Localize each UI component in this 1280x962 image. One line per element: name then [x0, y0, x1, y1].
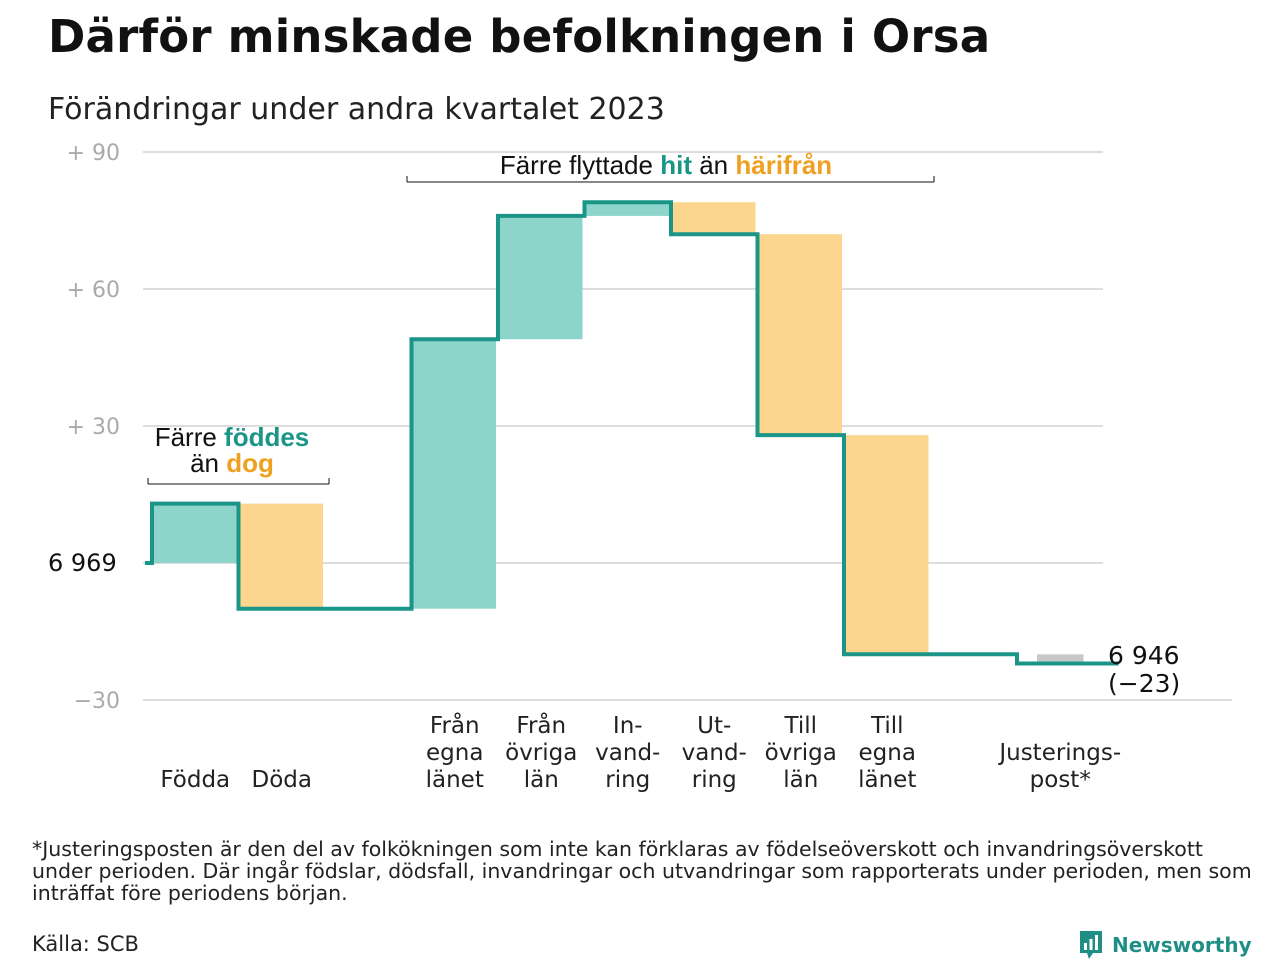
chart-title: Därför minskade befolkningen i Orsa	[48, 10, 991, 63]
bar-increase	[584, 202, 669, 216]
x-category-label: Ut-vand-ring	[682, 713, 747, 793]
x-category-label: Födda	[160, 767, 230, 793]
x-category-label: Till övriga län	[765, 713, 837, 793]
bar-decrease	[757, 234, 842, 436]
bar-decrease	[238, 503, 323, 609]
y-tick-label: + 90	[67, 141, 120, 166]
brand-name: Newsworthy	[1112, 933, 1252, 957]
end-value-label: 6 946	[1108, 641, 1180, 670]
births-deaths-annotation: Färre föddes	[155, 422, 310, 452]
footnote: *Justeringsposten är den del av folkökni…	[32, 837, 1252, 905]
x-category-label: Till egna länet	[858, 713, 916, 793]
brand-logo: Newsworthy	[1078, 928, 1252, 962]
x-category-label: Justerings-post*	[997, 740, 1121, 793]
y-tick-label: −30	[74, 689, 120, 714]
bar-increase	[411, 339, 496, 609]
end-change-label: (−23)	[1108, 669, 1180, 698]
bar-adjustment	[1037, 654, 1084, 664]
bar-increase	[152, 503, 237, 563]
births-deaths-annotation: än dog	[190, 448, 274, 478]
chart-subtitle: Förändringar under andra kvartalet 2023	[48, 92, 665, 127]
bar-decrease	[844, 435, 929, 655]
migration-annotation: Färre flyttade hit än härifrån	[500, 150, 832, 180]
cumulative-step-line	[145, 200, 1119, 666]
newsworthy-logo-icon	[1080, 931, 1102, 959]
x-category-label: In-vand-ring	[595, 713, 660, 793]
x-category-label: Från egna länet	[426, 711, 484, 793]
y-tick-label: + 60	[67, 278, 120, 303]
bar-increase	[498, 215, 583, 340]
source-label: Källa: SCB	[32, 932, 139, 956]
waterfall-chart: + 90 + 60 + 30 −30 6 969 6 946(−23) Födda Döda F…	[48, 141, 1232, 793]
x-category-label: Från övriga län	[505, 711, 577, 793]
y-tick-label: + 30	[67, 415, 120, 440]
bar-decrease	[671, 202, 756, 235]
start-value-label: 6 969	[48, 549, 117, 577]
x-category-label: Döda	[252, 767, 312, 793]
